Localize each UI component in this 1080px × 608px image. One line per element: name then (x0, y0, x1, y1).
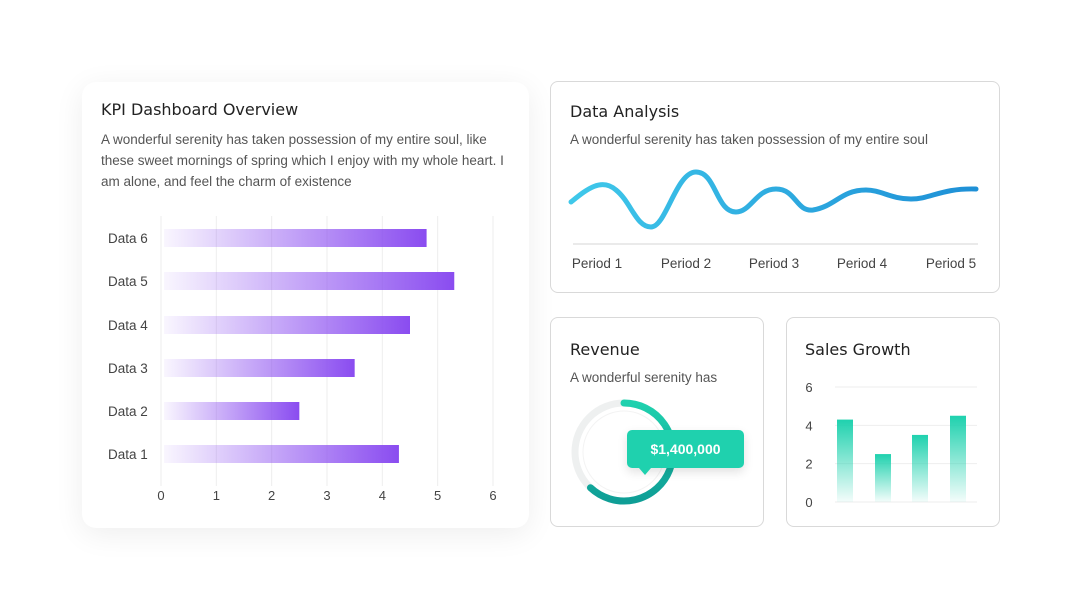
revenue-card: Revenue A wonderful serenity has $1,400,… (550, 317, 764, 527)
revenue-ring-arc (586, 399, 677, 505)
kpi-bar (164, 316, 410, 334)
kpi-description: A wonderful serenity has taken possessio… (101, 132, 504, 189)
revenue-title: Revenue (570, 340, 640, 359)
sales-bar-chart: 0 2 4 6 (805, 380, 977, 510)
sales-card: Sales Growth 0 2 4 6 (786, 317, 1000, 527)
revenue-description: A wonderful serenity has (570, 370, 718, 385)
analysis-x-label: Period 4 (837, 256, 888, 271)
sales-bar (875, 454, 891, 502)
sales-bar (912, 434, 928, 502)
sales-y-tick: 6 (805, 380, 812, 395)
sales-y-tick: 0 (805, 495, 812, 510)
analysis-series-line (568, 169, 979, 230)
kpi-bar (164, 272, 455, 290)
sales-bar (837, 419, 853, 502)
sales-title: Sales Growth (805, 340, 911, 359)
kpi-bar (164, 402, 300, 420)
kpi-bar (164, 359, 355, 377)
sales-y-tick: 2 (805, 457, 812, 472)
kpi-x-tick: 5 (434, 488, 441, 503)
kpi-category-label: Data 1 (108, 447, 148, 462)
analysis-x-label: Period 5 (926, 256, 976, 271)
kpi-title: KPI Dashboard Overview (101, 100, 299, 119)
kpi-category-label: Data 4 (108, 318, 148, 333)
analysis-title: Data Analysis (570, 102, 680, 121)
kpi-category-label: Data 3 (108, 361, 148, 376)
analysis-x-label: Period 1 (572, 256, 622, 271)
revenue-progress-ring (571, 399, 677, 505)
analysis-description: A wonderful serenity has taken possessio… (570, 132, 928, 147)
kpi-x-tick: 0 (157, 488, 164, 503)
kpi-category-label: Data 6 (108, 231, 148, 246)
kpi-x-tick: 3 (323, 488, 330, 503)
kpi-bar (164, 229, 427, 247)
kpi-x-tick: 1 (213, 488, 220, 503)
kpi-card: KPI Dashboard Overview A wonderful seren… (82, 82, 529, 528)
kpi-bar (164, 445, 399, 463)
sales-bar (950, 415, 966, 502)
kpi-x-tick: 6 (489, 488, 496, 503)
analysis-line-chart: Period 1 Period 2 Period 3 Period 4 Period 5 (568, 169, 979, 271)
kpi-bar-chart: 0 1 2 3 4 5 6 Data 1 Data 2 Data 3 Data 4 Data 5 Dat… (108, 216, 497, 503)
analysis-x-label: Period 3 (749, 256, 799, 271)
kpi-x-tick: 2 (268, 488, 275, 503)
kpi-category-label: Data 2 (108, 404, 148, 419)
sales-y-tick: 4 (805, 418, 812, 433)
analysis-card: Data Analysis A wonderful serenity has t… (550, 81, 1000, 293)
analysis-x-label: Period 2 (661, 256, 711, 271)
kpi-x-tick: 4 (379, 488, 386, 503)
revenue-value-tooltip: $1,400,000 (627, 430, 744, 475)
kpi-category-label: Data 5 (108, 274, 148, 289)
